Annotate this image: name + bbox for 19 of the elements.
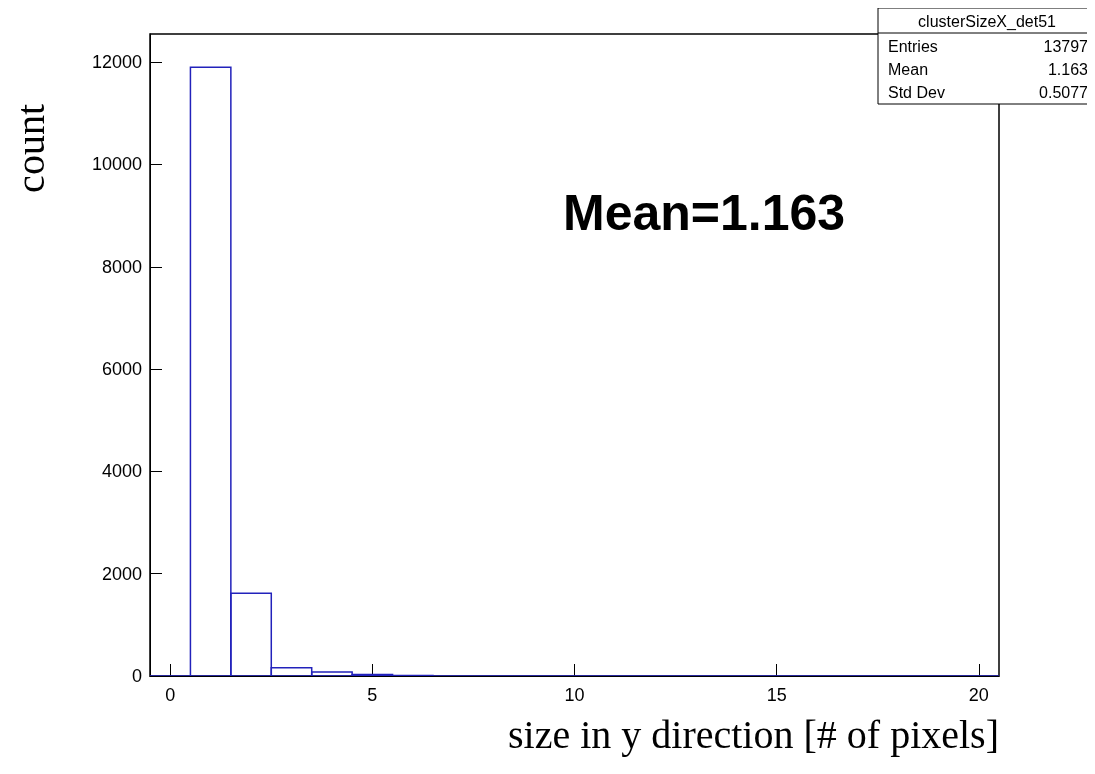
x-tick-label: 20 — [968, 685, 989, 705]
text: Std Dev 0.5077 — [888, 84, 1088, 101]
annotation: Mean=1.163 — [563, 185, 846, 241]
x-tick-label: 15 — [766, 685, 787, 705]
x-axis-title: size in y direction [# of pixels] — [508, 711, 999, 757]
text: Mean 1.163 — [888, 61, 1088, 78]
y-tick-label: 12000 — [91, 52, 142, 73]
x-tick-label: 0 — [165, 685, 176, 705]
y-tick-label: 4000 — [101, 461, 142, 482]
text: Entries 13797 — [888, 38, 1088, 55]
y-tick-label: 0 — [131, 666, 142, 686]
y-axis-title: count — [7, 104, 53, 193]
x-tick-label: 5 — [367, 685, 378, 705]
y-tick-label: 2000 — [101, 563, 142, 584]
y-tick-label: 10000 — [91, 154, 142, 175]
x-tick-label: 10 — [564, 685, 585, 705]
text: clusterSizeX_det51 — [918, 13, 1057, 31]
y-tick-label: 8000 — [101, 256, 142, 277]
y-tick-label: 6000 — [101, 359, 142, 380]
